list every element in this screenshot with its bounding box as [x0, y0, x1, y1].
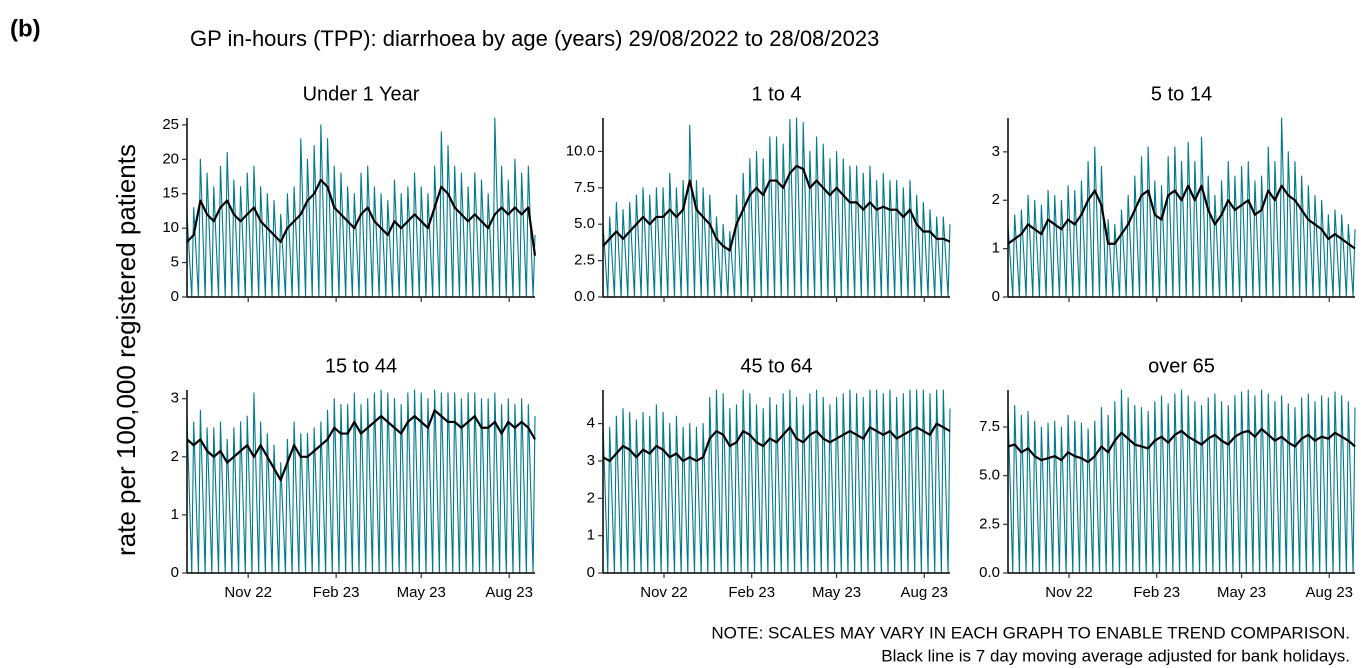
y-tick-label: 0	[171, 288, 179, 305]
y-tick-label: 5.0	[979, 467, 1000, 484]
x-tick-label: Nov 22	[640, 584, 688, 601]
x-tick-label: Feb 23	[1133, 584, 1180, 601]
y-tick-label: 25	[162, 116, 179, 133]
y-tick-label: 3	[587, 452, 595, 469]
y-tick-label: 2.5	[574, 252, 595, 269]
y-tick-label: 0.0	[574, 288, 595, 305]
figure-title: GP in-hours (TPP): diarrhoea by age (yea…	[190, 26, 879, 51]
x-tick-label: Nov 22	[1045, 584, 1093, 601]
y-tick-label: 5.0	[574, 215, 595, 232]
y-tick-label: 0	[171, 564, 179, 581]
y-tick-label: 2	[171, 448, 179, 465]
panel-title: 1 to 4	[751, 83, 801, 105]
moving-average-line	[602, 164, 951, 252]
x-tick-label: Aug 23	[1305, 584, 1353, 601]
panel-label: (b)	[10, 15, 41, 42]
y-tick-label: 3	[171, 390, 179, 407]
y-tick-label: 7.5	[979, 418, 1000, 435]
y-tick-label: 1	[992, 240, 1000, 257]
y-tick-label: 1	[171, 506, 179, 523]
daily-line	[186, 117, 536, 298]
x-tick-label: Feb 23	[313, 584, 360, 601]
panel-title: 45 to 64	[740, 355, 812, 377]
y-tick-label: 20	[162, 150, 179, 167]
panel-title: Under 1 Year	[303, 83, 420, 105]
y-tick-label: 5	[171, 254, 179, 271]
note: Black line is 7 day moving average adjus…	[881, 646, 1350, 665]
y-tick-label: 0.0	[979, 564, 1000, 581]
y-tick-label: 2	[587, 489, 595, 506]
panel-title: 5 to 14	[1151, 83, 1212, 105]
y-tick-label: 0	[992, 288, 1000, 305]
y-tick-label: 1	[587, 527, 595, 544]
x-tick-label: May 23	[1217, 584, 1266, 601]
daily-line	[186, 389, 536, 574]
y-tick-label: 10	[162, 219, 179, 236]
y-tick-label: 10.0	[566, 142, 595, 159]
daily-line	[1007, 117, 1356, 298]
y-tick-label: 0	[587, 564, 595, 581]
panel-title: over 65	[1148, 355, 1215, 377]
y-tick-label: 2.5	[979, 515, 1000, 532]
x-tick-label: Nov 22	[224, 584, 272, 601]
moving-average-line	[186, 409, 536, 482]
x-tick-label: May 23	[397, 584, 446, 601]
y-axis-title: rate per 100,000 registered patients	[111, 144, 141, 556]
moving-average-line	[1007, 184, 1356, 250]
moving-average-line	[602, 422, 951, 463]
x-tick-label: Aug 23	[900, 584, 948, 601]
moving-average-line	[186, 178, 537, 256]
y-tick-label: 4	[587, 415, 595, 432]
daily-line	[1007, 389, 1356, 574]
daily-line	[602, 117, 951, 298]
y-tick-label: 7.5	[574, 179, 595, 196]
x-tick-label: May 23	[812, 584, 861, 601]
y-tick-label: 2	[992, 191, 1000, 208]
panel-title: 15 to 44	[325, 355, 397, 377]
note: NOTE: SCALES MAY VARY IN EACH GRAPH TO E…	[711, 623, 1350, 642]
y-tick-label: 15	[162, 185, 179, 202]
y-tick-label: 3	[992, 143, 1000, 160]
daily-line	[602, 389, 951, 574]
x-tick-label: Aug 23	[485, 584, 533, 601]
x-tick-label: Feb 23	[728, 584, 775, 601]
moving-average-line	[1007, 427, 1356, 464]
